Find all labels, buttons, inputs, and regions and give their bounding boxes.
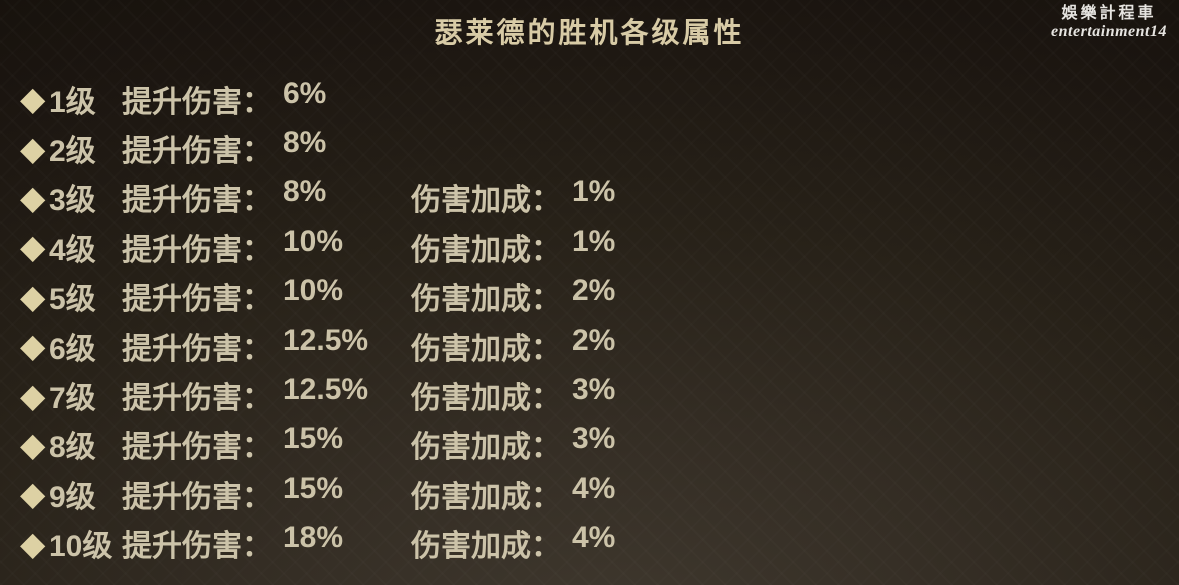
attribute-row: ◆ 1级 提升伤害： 6% [20, 74, 1179, 123]
damage-value: 10% [283, 224, 344, 258]
diamond-bullet-icon: ◆ [20, 80, 46, 118]
attribute-row: ◆ 3级 提升伤害： 8% 伤害加成： 1% [20, 173, 1179, 222]
damage-group: 提升伤害： 10% [122, 225, 411, 269]
damage-group: 提升伤害： 15% [122, 472, 411, 516]
damage-value: 8% [283, 126, 327, 160]
level-label: 9级 [49, 480, 96, 514]
damage-label: 提升伤害： [122, 332, 272, 366]
bonus-value: 2% [572, 274, 616, 308]
bonus-group: 伤害加成： 3% [411, 373, 615, 417]
bonus-value: 3% [572, 373, 616, 407]
level-label: 4级 [49, 233, 96, 267]
diamond-bullet-icon: ◆ [20, 277, 46, 315]
bonus-label: 伤害加成： [411, 332, 561, 366]
diamond-bullet-icon: ◆ [20, 425, 46, 463]
bonus-group: 伤害加成： 4% [411, 521, 615, 565]
bonus-value: 3% [572, 422, 616, 456]
bonus-group: 伤害加成： 2% [411, 324, 615, 368]
damage-group: 提升伤害： 6% [122, 77, 411, 121]
damage-value: 15% [283, 422, 344, 456]
damage-group: 提升伤害： 10% [122, 274, 411, 318]
attribute-row: ◆ 5级 提升伤害： 10% 伤害加成： 2% [20, 272, 1179, 321]
level-label: 1级 [49, 85, 96, 119]
attribute-row: ◆ 6级 提升伤害： 12.5% 伤害加成： 2% [20, 321, 1179, 370]
damage-value: 18% [283, 521, 344, 555]
bonus-label: 伤害加成： [411, 283, 561, 317]
damage-label: 提升伤害： [122, 135, 272, 169]
bonus-label: 伤害加成： [411, 184, 561, 218]
level-label: 10级 [49, 530, 113, 564]
diamond-bullet-icon: ◆ [20, 228, 46, 266]
damage-group: 提升伤害： 18% [122, 521, 411, 565]
damage-group: 提升伤害： 12.5% [122, 324, 411, 368]
diamond-bullet-icon: ◆ [20, 178, 46, 216]
attribute-row: ◆ 7级 提升伤害： 12.5% 伤害加成： 3% [20, 370, 1179, 419]
damage-value: 12.5% [283, 373, 369, 407]
bonus-label: 伤害加成： [411, 431, 561, 465]
damage-label: 提升伤害： [122, 431, 272, 465]
damage-label: 提升伤害： [122, 85, 272, 119]
diamond-bullet-icon: ◆ [20, 376, 46, 414]
bonus-label: 伤害加成： [411, 382, 561, 416]
level-label: 5级 [49, 283, 96, 317]
damage-value: 10% [283, 274, 344, 308]
bonus-value: 4% [572, 471, 616, 505]
attribute-row: ◆ 8级 提升伤害： 15% 伤害加成： 3% [20, 420, 1179, 469]
diamond-bullet-icon: ◆ [20, 327, 46, 365]
damage-label: 提升伤害： [122, 480, 272, 514]
damage-label: 提升伤害： [122, 184, 272, 218]
damage-group: 提升伤害： 15% [122, 422, 411, 466]
damage-label: 提升伤害： [122, 382, 272, 416]
watermark: 娛樂計程車 entertainment14 [1051, 5, 1167, 42]
watermark-chinese: 娛樂計程車 [1061, 5, 1157, 22]
damage-value: 8% [283, 175, 327, 209]
level-label: 2级 [49, 135, 96, 169]
damage-value: 12.5% [283, 323, 369, 357]
bonus-group: 伤害加成： 1% [411, 175, 615, 219]
attribute-row: ◆ 4级 提升伤害： 10% 伤害加成： 1% [20, 222, 1179, 271]
damage-value: 15% [283, 471, 344, 505]
bonus-label: 伤害加成： [411, 530, 561, 564]
damage-value: 6% [283, 76, 327, 110]
attribute-row: ◆ 10级 提升伤害： 18% 伤害加成： 4% [20, 519, 1179, 568]
bonus-group: 伤害加成： 3% [411, 422, 615, 466]
damage-group: 提升伤害： 12.5% [122, 373, 411, 417]
bonus-group: 伤害加成： 4% [411, 472, 615, 516]
damage-label: 提升伤害： [122, 233, 272, 267]
watermark-english: entertainment14 [1051, 23, 1167, 41]
level-label: 7级 [49, 382, 96, 416]
diamond-bullet-icon: ◆ [20, 129, 46, 167]
level-label: 3级 [49, 184, 96, 218]
damage-group: 提升伤害： 8% [122, 126, 411, 170]
bonus-value: 4% [572, 521, 616, 555]
bonus-group: 伤害加成： 1% [411, 225, 615, 269]
diamond-bullet-icon: ◆ [20, 524, 46, 562]
bonus-label: 伤害加成： [411, 233, 561, 267]
bonus-value: 1% [572, 224, 616, 258]
diamond-bullet-icon: ◆ [20, 475, 46, 513]
bonus-label: 伤害加成： [411, 480, 561, 514]
attribute-row: ◆ 9级 提升伤害： 15% 伤害加成： 4% [20, 469, 1179, 518]
level-label: 8级 [49, 431, 96, 465]
damage-label: 提升伤害： [122, 283, 272, 317]
attribute-row: ◆ 2级 提升伤害： 8% [20, 123, 1179, 172]
level-label: 6级 [49, 332, 96, 366]
bonus-value: 2% [572, 323, 616, 357]
damage-group: 提升伤害： 8% [122, 175, 411, 219]
attribute-list: ◆ 1级 提升伤害： 6% ◆ 2级 提升伤害： 8% ◆ [20, 74, 1179, 568]
bonus-group: 伤害加成： 2% [411, 274, 615, 318]
bonus-value: 1% [572, 175, 616, 209]
damage-label: 提升伤害： [122, 530, 272, 564]
page-title: 瑟莱德的胜机各级属性 [434, 17, 745, 48]
